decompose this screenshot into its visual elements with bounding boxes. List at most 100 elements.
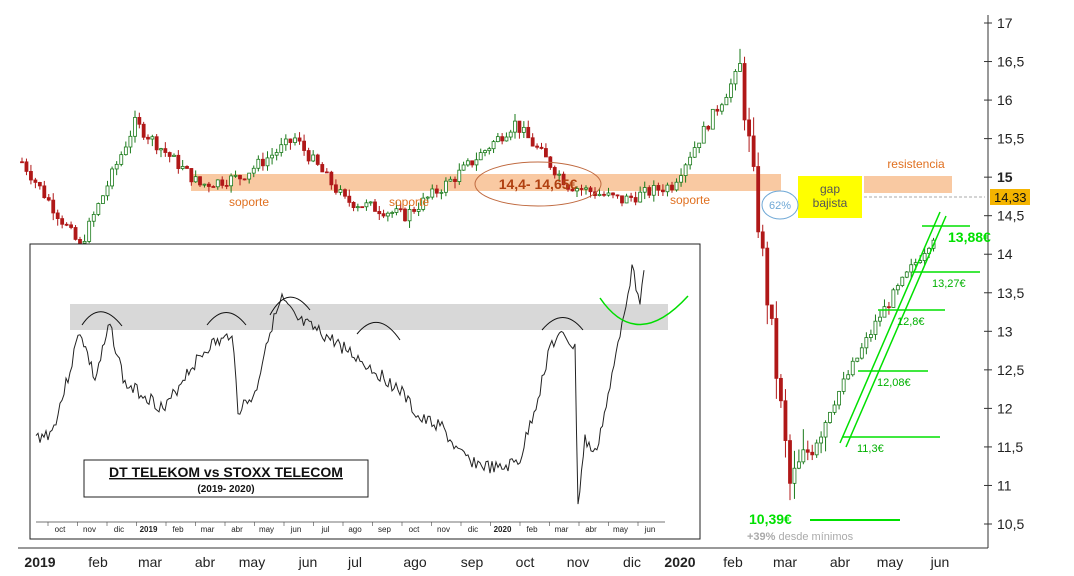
arrow-green [599, 295, 689, 326]
candle-body [198, 176, 202, 186]
candle-body [288, 138, 293, 143]
candle-body [765, 247, 770, 306]
candle-body [343, 189, 347, 197]
candle-body [841, 378, 846, 392]
candle-body [154, 136, 159, 151]
inset-x-tick-label: dic [468, 525, 478, 534]
candle-body [265, 157, 270, 167]
rebound-label: +39% desde mínimos [747, 531, 854, 543]
y-tick-label: 15,5 [997, 131, 1024, 147]
candle-body [274, 152, 279, 156]
arrow-2 [206, 312, 247, 326]
candle-body [729, 83, 733, 98]
candle-body [642, 187, 647, 193]
candle-body [832, 404, 837, 413]
candle-body [385, 212, 390, 217]
inset-series-line [35, 264, 645, 505]
y-tick-label: 13,5 [997, 285, 1024, 301]
candle-body [651, 185, 656, 196]
y-tick-label: 12,5 [997, 362, 1024, 378]
candle-body [360, 206, 365, 209]
candle-body [900, 276, 905, 286]
candle-body [224, 185, 229, 187]
candle-body [101, 195, 105, 204]
candle-body [779, 377, 783, 402]
candle-body [570, 188, 575, 192]
candle-body [338, 189, 343, 193]
x-tick-label: may [877, 554, 903, 570]
candle-body [922, 253, 927, 261]
candle-body [159, 148, 163, 151]
candle-body [788, 440, 792, 484]
candle-body [850, 360, 855, 376]
candle-body [114, 163, 119, 170]
candle-body [202, 183, 207, 186]
candle-body [193, 176, 198, 183]
candle-body [674, 181, 679, 191]
inset-x-tick-label: 2020 [494, 525, 512, 534]
arrow-3 [269, 296, 311, 316]
trendline-b [845, 215, 947, 448]
candle-body [150, 136, 155, 140]
candle-body [306, 150, 311, 162]
candle-body [633, 197, 638, 203]
candle-body [530, 137, 535, 147]
y-tick-label: 14 [997, 246, 1013, 262]
inset-title: DT TELEKOM vs STOXX TELECOM [109, 464, 343, 480]
inset-x-tick-label: ago [348, 525, 362, 534]
candle-body [128, 135, 133, 148]
arrow-5 [541, 317, 584, 331]
candle-body [315, 154, 320, 165]
candle-body [508, 131, 513, 138]
inset-x-tick-label: feb [526, 525, 538, 534]
inset-x-ticks: oct nov dic 2019 feb mar abr may jun jul ago sep oct… [47, 522, 655, 534]
candle-body [91, 214, 96, 222]
candle-body [670, 184, 674, 191]
candle-body [579, 188, 584, 190]
candle-body [347, 195, 352, 203]
candle-body [526, 126, 531, 139]
level-1208-label: 12,08€ [877, 377, 911, 389]
candle-body [46, 197, 51, 201]
candle-body [247, 172, 252, 180]
y-axis-ticks: 10,5 11 11,5 12 12,5 13 13,5 14 14,5 15 15,5 16 16,5… [984, 15, 1024, 532]
candle-body [719, 104, 724, 112]
candle-body [679, 175, 683, 183]
candle-body [444, 180, 448, 193]
inset-x-tick-label: sep [378, 525, 391, 534]
candle-body [647, 187, 652, 196]
candle-body [738, 63, 742, 72]
candle-body [904, 271, 909, 278]
x-tick-label: sep [461, 554, 484, 570]
candle-body [688, 156, 693, 166]
candles [20, 48, 936, 501]
candle-body [683, 164, 688, 176]
x-tick-label: mar [773, 554, 797, 570]
candle-body [706, 125, 711, 130]
soporte-label-1: soporte [229, 195, 269, 209]
candle-body [751, 135, 756, 167]
x-tick-label: jun [930, 554, 950, 570]
candle-body [774, 318, 779, 379]
candle-body [24, 161, 29, 172]
inset-x-tick-label: oct [409, 525, 420, 534]
level-1388-label: 13,88€ [948, 229, 991, 245]
candle-body [756, 166, 761, 233]
candle-body [302, 140, 306, 151]
candle-body [810, 451, 815, 456]
candle-body [403, 208, 407, 222]
candle-body [261, 158, 265, 167]
inset-x-tick-label: abr [231, 525, 243, 534]
candle-body [167, 152, 172, 157]
candle-body [64, 223, 69, 226]
candle-body [615, 194, 620, 197]
candle-body [37, 182, 42, 187]
x-tick-label: jun [298, 554, 318, 570]
candle-body [425, 196, 430, 199]
candle-body [82, 241, 87, 244]
x-tick-label: abr [195, 554, 216, 570]
candle-body [206, 183, 211, 187]
candle-body [373, 201, 377, 212]
last-price-label: 14,33 [994, 190, 1027, 205]
candle-body [279, 144, 284, 153]
